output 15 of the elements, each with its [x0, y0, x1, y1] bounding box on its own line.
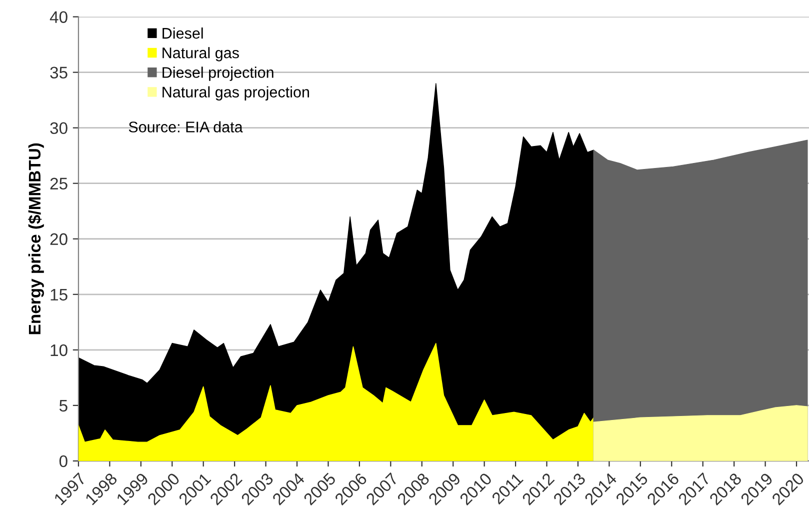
y-tick-label: 20	[50, 233, 68, 246]
legend-label: Natural gas projection	[162, 86, 309, 101]
y-tick-label: 0	[59, 455, 68, 468]
legend-label: Natural gas	[162, 47, 239, 62]
legend-label: Diesel projection	[162, 66, 274, 81]
y-tick-label: 10	[50, 344, 68, 356]
y-axis-title: Energy price ($/MMBTU)	[28, 143, 44, 334]
y-tick-label: 25	[50, 178, 68, 190]
y-tick-label: 5	[59, 400, 68, 412]
y-tick-label: 35	[50, 66, 68, 79]
y-tick-label: 15	[50, 288, 68, 301]
y-tick-label: 30	[50, 122, 68, 134]
legend-label: Diesel	[162, 27, 203, 39]
annotation: Source: EIA data	[128, 121, 243, 132]
y-tick-label: 40	[50, 11, 68, 24]
